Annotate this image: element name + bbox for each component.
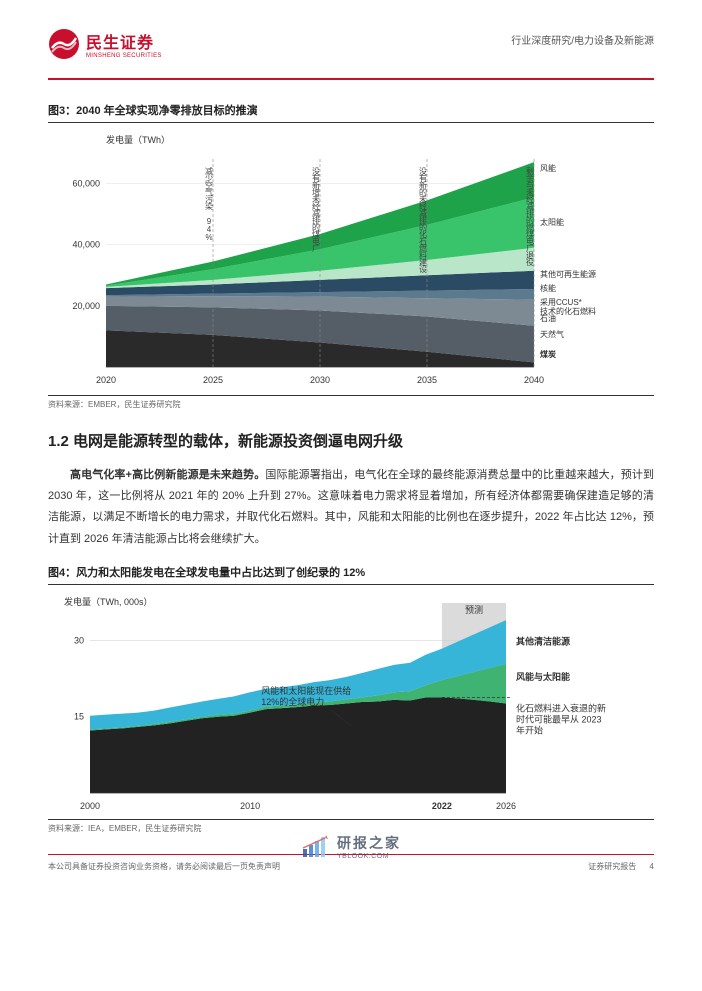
svg-text:2030: 2030: [310, 375, 330, 385]
svg-text:风能: 风能: [540, 163, 556, 173]
figure4-chart: 发电量（TWh, 000s）预测15302000201020222026风能和太…: [48, 591, 654, 815]
svg-text:其他清洁能源: 其他清洁能源: [516, 636, 570, 647]
svg-text:2020: 2020: [96, 375, 116, 385]
svg-text:发电量（TWh, 000s）: 发电量（TWh, 000s）: [64, 596, 153, 607]
svg-text:石油: 石油: [540, 313, 556, 323]
svg-text:煤炭: 煤炭: [540, 349, 556, 359]
svg-text:2025: 2025: [203, 375, 223, 385]
watermark-cn: 研报之家: [337, 833, 401, 853]
figure4-title: 图4：风力和太阳能发电在全球发电量中占比达到了创纪录的 12%: [48, 564, 654, 585]
footer-disclaimer: 本公司具备证券投资咨询业务资格，请务必阅读最后一页免责声明: [48, 861, 280, 872]
svg-text:发电量（TWh）: 发电量（TWh）: [106, 134, 170, 145]
page-header: 民生证券 MINSHENG SECURITIES 行业深度研究/电力设备及新能源: [48, 28, 654, 60]
svg-text:核能: 核能: [540, 283, 556, 293]
logo-text-en: MINSHENG SECURITIES: [86, 53, 162, 59]
brand-logo: 民生证券 MINSHENG SECURITIES: [48, 28, 162, 60]
svg-text:减少空气污染 94%: 减少空气污染 94%: [205, 166, 214, 241]
svg-text:剩余与未经减排的燃煤电厂退役: 剩余与未经减排的燃煤电厂退役: [526, 166, 535, 267]
figure3-chart: 发电量（TWh） 20,000 40,000 60,000 2020 2025 2030 20…: [48, 129, 654, 391]
header-category: 行业深度研究/电力设备及新能源: [511, 32, 654, 47]
section-heading: 1.2 电网是能源转型的载体，新能源投资倒逼电网升级: [48, 430, 654, 451]
watermark-icon: [301, 835, 331, 859]
svg-text:2022: 2022: [432, 801, 452, 811]
svg-text:20,000: 20,000: [72, 300, 100, 310]
header-divider: [48, 78, 654, 80]
svg-text:15: 15: [74, 712, 84, 722]
footer-page-number: 4: [650, 862, 654, 871]
figure3-title: 图3：2040 年全球实现净零排放目标的推演: [48, 102, 654, 123]
svg-text:太阳能: 太阳能: [540, 217, 564, 227]
svg-text:40,000: 40,000: [72, 239, 100, 249]
svg-text:2000: 2000: [80, 801, 100, 811]
svg-text:天然气: 天然气: [540, 329, 564, 339]
svg-text:2040: 2040: [524, 375, 544, 385]
svg-text:预测: 预测: [465, 605, 483, 615]
svg-text:30: 30: [74, 636, 84, 646]
svg-text:风能与太阳能: 风能与太阳能: [516, 671, 570, 682]
figure3-source: 资料来源：EMBER，民生证券研究院: [48, 395, 654, 410]
logo-icon: [48, 28, 80, 60]
body-paragraph: 高电气化率+高比例新能源是未来趋势。国际能源署指出，电气化在全球的最终能源消费总…: [48, 465, 654, 551]
figure4-source: 资料来源：IEA，EMBER，民生证券研究院: [48, 819, 654, 834]
watermark: 研报之家 YBLOOK.COM: [301, 833, 401, 860]
svg-text:没有新增未经减排的煤电厂: 没有新增未经减排的煤电厂: [312, 166, 321, 253]
svg-text:60,000: 60,000: [72, 178, 100, 188]
footer-doc-type: 证券研究报告: [588, 862, 636, 871]
svg-text:2026: 2026: [496, 801, 516, 811]
watermark-en: YBLOOK.COM: [337, 853, 401, 860]
logo-text-cn: 民生证券: [86, 29, 162, 53]
svg-text:2035: 2035: [417, 375, 437, 385]
svg-text:2010: 2010: [240, 801, 260, 811]
svg-text:其他可再生能源: 其他可再生能源: [540, 269, 596, 279]
svg-text:化石燃料进入衰退的新时代可能最早从 2023年开始: 化石燃料进入衰退的新时代可能最早从 2023年开始: [516, 703, 606, 736]
svg-text:没有新的未经减排的化石燃料建设: 没有新的未经减排的化石燃料建设: [419, 166, 428, 274]
